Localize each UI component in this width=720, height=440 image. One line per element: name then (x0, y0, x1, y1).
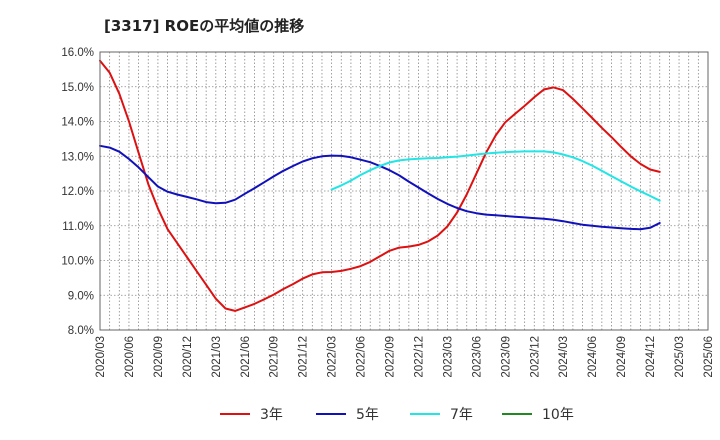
grid (99, 51, 709, 331)
x-tick-label: 2020/12 (182, 336, 194, 378)
x-tick-label: 2020/06 (124, 336, 136, 378)
x-tick-label: 2023/09 (500, 336, 512, 378)
y-tick-label: 12.0% (61, 186, 94, 198)
x-tick-label: 2024/03 (558, 336, 570, 378)
y-tick-label: 13.0% (61, 151, 94, 163)
x-tick-label: 2021/03 (211, 336, 223, 378)
x-tick-label: 2023/03 (442, 336, 454, 378)
y-tick-label: 10.0% (61, 256, 94, 268)
series-line-3年 (99, 59, 661, 312)
y-tick-label: 14.0% (61, 117, 94, 129)
x-tick-label: 2021/06 (240, 336, 252, 378)
legend-label-10年: 10年 (542, 407, 574, 423)
x-tick-label: 2020/03 (95, 336, 107, 378)
y-axis-ticks: 8.0% 9.0% 10.0% 11.0% 12.0% 13.0% 14.0% 15.0% 16… (61, 47, 94, 337)
series-line-7年 (330, 150, 661, 202)
x-tick-label: 2024/06 (587, 336, 599, 378)
y-tick-label: 16.0% (61, 47, 94, 59)
legend-label-3年: 3年 (260, 407, 283, 423)
x-tick-label: 2022/12 (413, 336, 425, 378)
x-tick-label: 2023/12 (529, 336, 541, 378)
x-axis-ticks: 2020/03 2020/06 2020/09 2020/12 2021/03 2021/… (95, 336, 715, 378)
x-tick-label: 2024/12 (645, 336, 657, 378)
x-tick-label: 2025/03 (674, 336, 686, 378)
x-tick-label: 2025/06 (703, 336, 715, 378)
legend-label-7年: 7年 (450, 407, 473, 423)
x-tick-label: 2024/09 (616, 336, 628, 378)
x-tick-label: 2021/09 (269, 336, 281, 378)
x-tick-label: 2022/03 (327, 336, 339, 378)
plot-frame (99, 51, 709, 331)
x-tick-label: 2020/09 (153, 336, 165, 378)
y-tick-label: 15.0% (61, 82, 94, 94)
x-tick-label: 2023/06 (471, 336, 483, 378)
x-tick-label: 2021/12 (298, 336, 310, 378)
series-lines (99, 59, 661, 312)
y-tick-label: 9.0% (68, 290, 94, 302)
x-tick-label: 2022/06 (356, 336, 368, 378)
plot-area (100, 52, 708, 330)
legend-label-5年: 5年 (356, 407, 379, 423)
chart-title: [3317] ROEの平均値の推移 (104, 17, 304, 35)
x-tick-label: 2022/09 (385, 336, 397, 378)
legend: 3年 5年 7年 10年 (220, 407, 574, 423)
y-tick-label: 11.0% (62, 221, 94, 233)
y-tick-label: 8.0% (68, 325, 94, 337)
